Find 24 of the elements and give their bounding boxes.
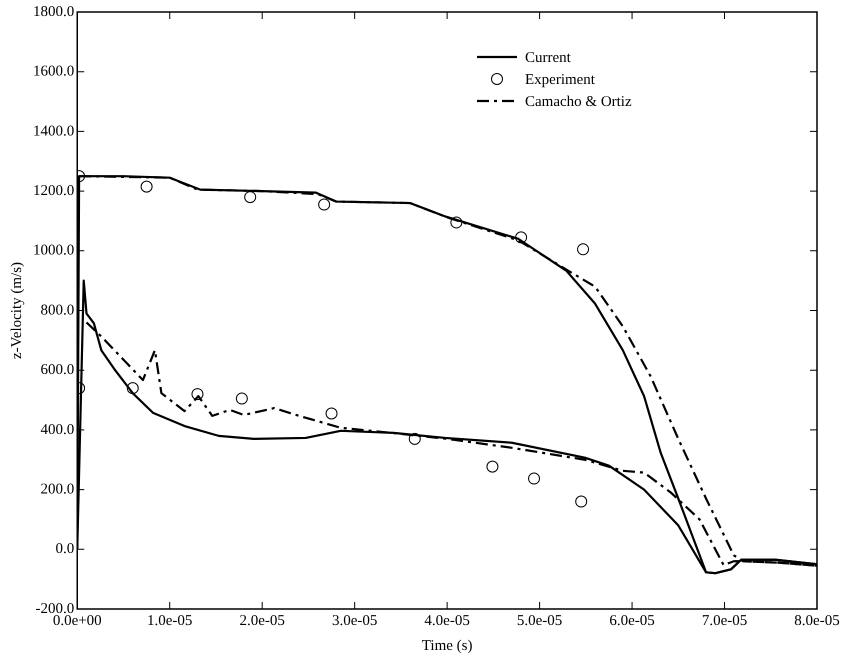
x-tick-label: 1.0e-05 — [147, 612, 192, 629]
y-tick-label: 1600.0 — [33, 64, 74, 80]
y-tick-label: 200.0 — [40, 482, 74, 498]
y-axis-title: z-Velocity (m/s) — [8, 262, 25, 360]
y-tick-label: 600.0 — [40, 362, 74, 378]
x-axis-title: Time (s) — [422, 638, 472, 654]
legend-label: Experiment — [525, 72, 596, 88]
y-tick-label: 1800.0 — [33, 4, 74, 20]
x-tick-label: 8.0e-05 — [794, 612, 840, 629]
x-tick-label: 2.0e-05 — [239, 612, 285, 629]
y-tick-label: 1200.0 — [33, 183, 74, 200]
legend-label: Current — [525, 50, 572, 66]
x-tick-label: 0.0e+00 — [52, 612, 102, 629]
y-tick-label: 1000.0 — [33, 242, 74, 259]
x-tick-label: 6.0e-05 — [609, 612, 655, 629]
x-tick-label: 7.0e-05 — [702, 612, 748, 629]
y-tick-label: 400.0 — [40, 422, 74, 438]
x-tick-label: 3.0e-05 — [332, 612, 378, 629]
x-tick-label: 4.0e-05 — [424, 612, 470, 629]
x-tick-label: 5.0e-05 — [516, 612, 562, 629]
y-tick-label: 0.0 — [56, 541, 74, 558]
legend-label: Camacho & Ortiz — [525, 94, 632, 110]
y-tick-label: 800.0 — [40, 302, 74, 318]
y-tick-label: 1400.0 — [33, 123, 74, 140]
